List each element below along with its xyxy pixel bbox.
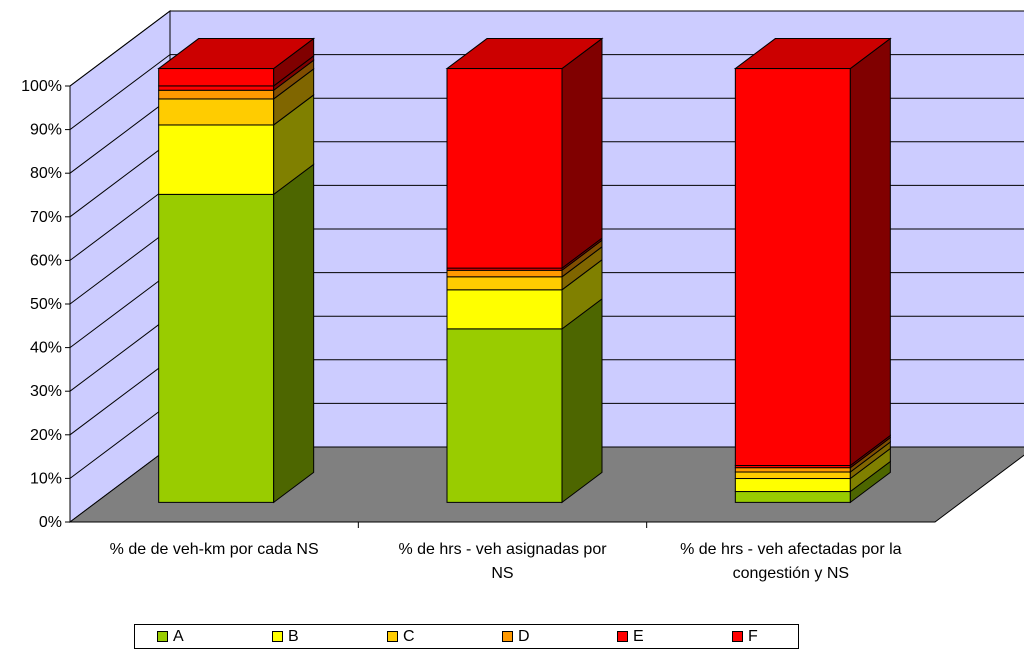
gridline-side [69,97,171,174]
y-tick-label: 40% [30,340,62,357]
bar-side [273,163,315,504]
bar-segment [446,276,563,291]
y-tick-label: 90% [30,122,62,139]
bar-top [157,38,316,70]
gridline-side [69,184,171,261]
legend-item: F [732,628,758,646]
bar-segment [158,124,275,195]
legend-swatch [617,631,628,642]
legend-swatch [272,631,283,642]
gridline-side [69,54,171,131]
bar-segment [158,68,275,87]
legend-item: A [157,628,184,646]
legend-item: B [272,628,299,646]
legend-label: D [518,627,530,645]
bar-segment [734,471,851,480]
gridline-side [69,272,171,349]
y-tick-label: 70% [30,209,62,226]
y-tick-label: 0% [39,514,62,531]
legend-label: F [748,627,758,645]
bar-segment [446,328,563,503]
gridline-side [69,315,171,392]
legend-swatch [387,631,398,642]
gridline-side [69,10,171,87]
legend: A B C D E F [134,624,799,649]
bar-segment [734,478,851,493]
x-category-label: % de hrs - veh asignadas por [398,541,607,558]
gridline-side [69,402,171,479]
x-category-label: NS [491,565,513,582]
bar-segment [734,467,851,473]
y-tick-label: 80% [30,165,62,182]
legend-label: C [403,627,415,645]
bar-segment [734,491,851,503]
legend-label: B [288,627,299,645]
legend-label: A [173,627,184,645]
gridline-side [69,359,171,436]
bar-segment [446,269,563,278]
legend-swatch [157,631,168,642]
x-category-label: % de hrs - veh afectadas por la [680,541,902,558]
axes [65,85,935,528]
bar-side [561,37,603,270]
legend-item: E [617,628,644,646]
bar-side [561,297,603,504]
bar-top [445,38,604,70]
y-tick-label: 50% [30,296,62,313]
legend-item: C [387,628,415,646]
chart-svg: 0% 10% 20% 30% 40% 50% 60% 70% 80% 90% 100% % de d… [21,10,1024,582]
y-tick-label: 10% [30,470,62,487]
bar-side [849,37,891,467]
legend-label: E [633,627,644,645]
y-tick-labels: 0% 10% 20% 30% 40% 50% 60% 70% 80% 90% 100% [21,78,62,531]
gridline-side [69,141,171,218]
y-tick-label: 100% [21,78,62,95]
y-tick-label: 20% [30,427,62,444]
x-category-label: % de de veh-km por cada NS [110,541,319,558]
bar-segment [158,89,275,100]
x-category-labels: % de de veh-km por cada NS % de hrs - veh… [110,541,902,582]
y-tick-label: 60% [30,252,62,269]
bar-segment [734,68,851,467]
legend-swatch [502,631,513,642]
bar-segment [158,193,275,503]
legend-swatch [732,631,743,642]
y-tick-label: 30% [30,383,62,400]
bars [157,37,892,504]
bar-segment [446,289,563,330]
gridline-side [69,228,171,305]
legend-item: D [502,628,530,646]
bar-segment [446,68,563,269]
x-category-label: congestión y NS [733,565,850,582]
bar-segment [158,85,275,91]
bar-top [733,38,892,70]
bar-segment [158,98,275,126]
